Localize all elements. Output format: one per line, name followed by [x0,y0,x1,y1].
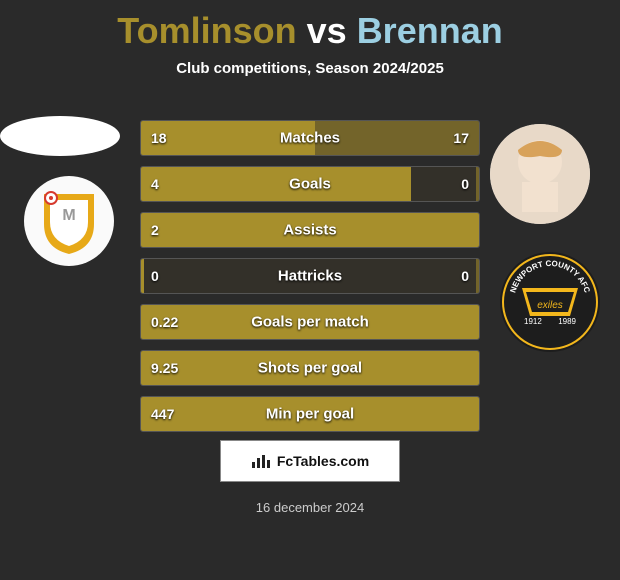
watermark-text: FcTables.com [277,453,369,469]
player-left-portrait [0,116,120,156]
title-vs: vs [307,10,347,51]
svg-text:M: M [62,207,75,224]
player-right-portrait [490,124,590,224]
club-right-badge: NEWPORT COUNTY AFC exiles 1912 1989 [500,252,600,352]
svg-text:exiles: exiles [537,300,563,311]
page-title: Tomlinson vs Brennan [0,0,620,52]
title-left-name: Tomlinson [117,10,296,51]
svg-text:1989: 1989 [558,317,576,326]
stat-row: 00Hattricks [140,258,480,294]
stat-label: Shots per goal [141,360,479,377]
svg-text:1912: 1912 [524,317,542,326]
title-right-name: Brennan [357,10,503,51]
stat-label: Goals [141,176,479,193]
face-placeholder-icon [490,124,590,224]
date-label: 16 december 2024 [0,500,620,515]
comparison-bars: 1817Matches 40Goals 2Assists 00Hattricks 0.2… [140,120,480,442]
club-left-badge: M [24,176,114,266]
stat-row: 40Goals [140,166,480,202]
club-right-crest-icon: NEWPORT COUNTY AFC exiles 1912 1989 [500,252,600,352]
stat-label: Goals per match [141,314,479,331]
stat-row: 447Min per goal [140,396,480,432]
subtitle: Club competitions, Season 2024/2025 [0,60,620,77]
stat-label: Assists [141,222,479,239]
stat-row: 2Assists [140,212,480,248]
stat-row: 9.25Shots per goal [140,350,480,386]
stat-row: 0.22Goals per match [140,304,480,340]
stat-row: 1817Matches [140,120,480,156]
club-left-crest-icon: M [34,186,104,256]
stat-label: Matches [141,130,479,147]
stat-label: Hattricks [141,268,479,285]
stat-label: Min per goal [141,406,479,423]
watermark-badge[interactable]: FcTables.com [220,440,400,482]
bar-chart-icon [251,453,271,469]
